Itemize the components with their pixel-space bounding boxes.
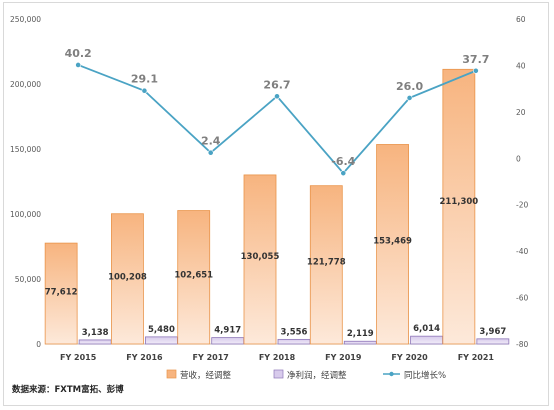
yoy-growth-point (274, 93, 280, 100)
net-profit-data-label: 2,119 (347, 329, 374, 339)
right-axis-tick: -80 (516, 340, 528, 349)
left-axis-tick: 200,000 (10, 80, 41, 89)
revenue-bar (243, 174, 277, 345)
revenue-data-label: 211,300 (439, 197, 478, 207)
legend-label: 营收，经调整 (180, 370, 232, 381)
revenue-data-label: 121,778 (307, 258, 346, 268)
yoy-growth-point (406, 95, 413, 101)
x-axis-label: FY 2017 (193, 353, 229, 362)
revenue-bar (111, 213, 144, 345)
yoy-growth-data-label: -6.4 (331, 155, 355, 168)
revenue-bar (442, 68, 476, 345)
revenue-bar (44, 242, 78, 345)
net-profit-data-label: 5,480 (148, 325, 175, 335)
x-axis-label: FY 2016 (126, 353, 163, 362)
legend-yoy-growth: 同比增长% (383, 370, 446, 381)
net-profit-bar (410, 335, 443, 345)
legend-revenue: 营收，经调整 (166, 369, 232, 381)
yoy-growth-data-label: 37.7 (462, 53, 489, 66)
net-profit-data-label: 6,014 (413, 324, 440, 334)
legend-label: 净利润，经调整 (287, 370, 347, 381)
x-axis-label: FY 2019 (325, 353, 362, 362)
yoy-growth-point (340, 170, 347, 177)
revenue-bar (309, 185, 343, 345)
net-profit-data-label: 4,917 (214, 326, 241, 336)
net-profit-data-label: 3,138 (82, 328, 109, 338)
revenue-data-label: 153,469 (373, 236, 412, 246)
right-axis-tick: -40 (516, 247, 528, 256)
yoy-growth-point (75, 62, 82, 68)
yoy-growth-data-label: 2.4 (201, 135, 221, 148)
left-axis-tick: 250,000 (10, 15, 41, 24)
legend-swatch (273, 369, 284, 379)
right-axis-tick: 0 (516, 154, 521, 163)
legend-label: 同比增长% (404, 370, 446, 381)
revenue-data-label: 130,055 (241, 252, 280, 262)
revenue-bar (177, 210, 211, 345)
net-profit-bar (211, 337, 245, 345)
left-axis-tick: 150,000 (10, 145, 41, 154)
right-axis-tick: 40 (516, 61, 526, 70)
right-axis-tick: -20 (516, 201, 528, 210)
net-profit-data-label: 3,556 (281, 327, 308, 337)
legend-swatch (166, 369, 177, 379)
net-profit-bar (78, 339, 112, 345)
yoy-growth-data-label: 29.1 (131, 73, 158, 86)
combo-chart: 0 50,000 100,000 150,000 200,000 250,000 -80 -6… (10, 15, 528, 395)
yoy-growth-data-label: 26.0 (396, 80, 423, 93)
x-axis-label: FY 2021 (458, 353, 495, 362)
x-axis-label: FY 2020 (391, 353, 428, 362)
x-axis-label: FY 2015 (60, 353, 97, 362)
left-axis-tick: 0 (36, 340, 41, 349)
net-profit-bar (145, 336, 178, 345)
source-note: 数据来源：FXTM富拓、彭博 (12, 384, 124, 395)
right-axis-tick: 20 (516, 108, 526, 117)
revenue-bar (376, 144, 409, 345)
net-profit-bar (476, 338, 510, 345)
x-axis-label: FY 2018 (259, 353, 296, 362)
net-profit-data-label: 3,967 (479, 327, 506, 337)
legend-net-profit: 净利润，经调整 (273, 369, 347, 381)
yoy-growth-point (207, 149, 214, 156)
revenue-data-label: 102,651 (174, 271, 213, 281)
left-axis-tick: 50,000 (15, 275, 41, 284)
right-axis-tick: -60 (516, 294, 528, 303)
net-profit-bar (277, 338, 311, 345)
chart-frame: 0 50,000 100,000 150,000 200,000 250,000 -80 -6… (3, 2, 549, 406)
yoy-growth-data-label: 26.7 (263, 78, 290, 91)
revenue-data-label: 100,208 (108, 272, 147, 282)
yoy-growth-point (141, 87, 148, 94)
yoy-growth-data-label: 40.2 (65, 47, 92, 60)
right-axis-tick: 60 (516, 15, 526, 24)
left-axis-tick: 100,000 (10, 210, 41, 219)
revenue-data-label: 77,612 (45, 288, 78, 298)
legend-marker (389, 371, 394, 377)
yoy-growth-point (472, 67, 479, 74)
net-profit-bar (343, 340, 377, 345)
